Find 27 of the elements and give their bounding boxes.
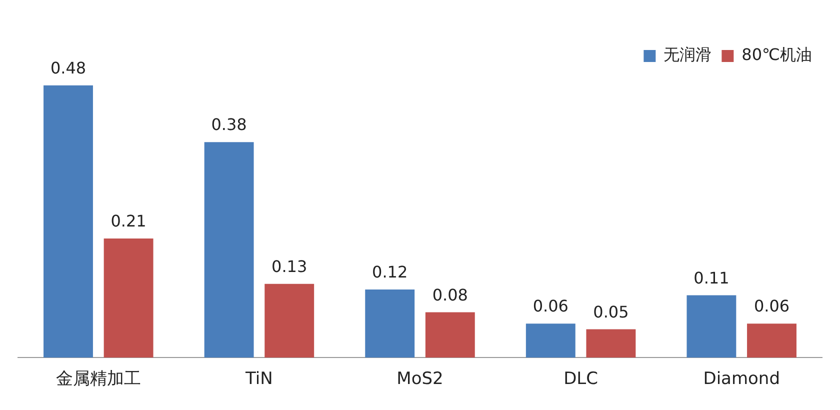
bar (747, 324, 796, 358)
bar (365, 290, 415, 358)
x-tick-label: 金属精加工 (56, 369, 141, 390)
data-label: 0.48 (50, 58, 86, 78)
data-label: 0.21 (110, 212, 146, 231)
bar (425, 312, 475, 358)
legend-label: 无润滑 (664, 45, 712, 64)
bar (526, 324, 576, 358)
bar (104, 238, 154, 358)
data-label: 0.12 (372, 262, 408, 282)
data-label: 0.06 (532, 296, 568, 316)
bar (686, 295, 736, 358)
data-label: 0.13 (272, 257, 308, 276)
data-label: 0.11 (694, 268, 730, 288)
bar (586, 329, 636, 358)
x-tick-label: TiN (244, 369, 273, 390)
data-label: 0.38 (211, 115, 247, 134)
x-tick-label: Diamond (703, 369, 780, 390)
data-label: 0.05 (593, 302, 629, 322)
x-tick-label: DLC (564, 369, 598, 390)
bar (264, 284, 314, 358)
bar (204, 142, 254, 358)
x-tick-label: MoS2 (396, 369, 444, 390)
data-label: 0.06 (754, 296, 790, 316)
bar (44, 85, 93, 358)
data-label: 0.08 (432, 285, 468, 304)
legend-label: 80℃机油 (742, 45, 812, 64)
